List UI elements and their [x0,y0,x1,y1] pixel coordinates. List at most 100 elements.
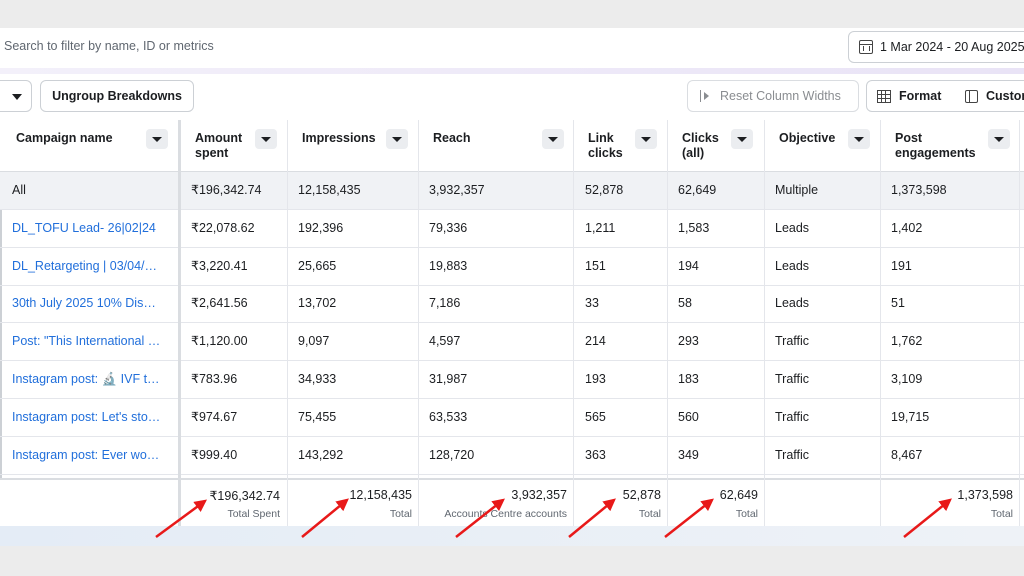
col-header-link-line1: Link [588,131,614,145]
campaign-name-cell[interactable]: 30th July 2025 10% Dis… [12,296,156,311]
link-clicks-cell: 363 [585,447,606,462]
column-divider[interactable] [573,120,574,526]
link-clicks-cell: 193 [585,372,606,386]
col-header-clicks-all[interactable]: Clicks (all) [682,120,719,172]
campaign-name-cell[interactable]: Instagram post: Ever wo… [12,447,160,462]
divider [0,68,1024,74]
col-header-amount-spent[interactable]: Amount spent [195,120,242,172]
table-row[interactable]: DL_Retargeting | 03/04/… ₹3,220.41 25,665 1… [0,248,1024,286]
campaign-name-cell[interactable]: DL_Retargeting | 03/04/… [12,258,158,273]
objective-cell: Multiple [775,183,819,197]
col-header-post-engagements[interactable]: Post engagements [895,120,976,172]
column-divider[interactable] [880,120,881,526]
col-header-impressions[interactable]: Impressions [302,131,376,145]
objective-cell: Leads [775,220,810,235]
total-impressions-value: 12,158,435 [349,488,412,502]
total-link-clicks-label: Total [638,508,661,520]
column-divider[interactable] [287,120,288,526]
search-input[interactable]: Search to filter by name, ID or metrics [4,39,214,53]
sort-caret-icon[interactable] [848,129,870,149]
table-row[interactable]: DL_TOFU Lead- 26|02|24 ₹22,078.62 192,396 7… [0,210,1024,248]
sort-caret-icon[interactable] [731,129,753,149]
impressions-cell: 25,665 [298,258,337,273]
total-reach-label: Accounts Centre accounts [444,508,567,520]
col-header-campaign-name[interactable]: Campaign name [16,131,113,145]
clicks-all-cell: 560 [678,409,699,424]
sort-caret-icon[interactable] [988,129,1010,149]
ungroup-breakdowns-button[interactable]: Ungroup Breakdowns [40,80,194,112]
impressions-cell: 143,292 [298,447,344,462]
table-row[interactable]: Post: "This International … ₹1,120.00 9,09… [0,323,1024,362]
table-header: Campaign name Amount spent Impressions R… [0,120,1024,172]
objective-cell: Leads [775,296,810,311]
date-range-button[interactable]: 1 Mar 2024 - 20 Aug 2025 [848,31,1024,63]
impressions-cell: 12,158,435 [298,183,361,197]
breakdown-dropdown-button[interactable] [0,80,32,112]
column-divider[interactable] [1019,120,1020,526]
objective-cell: Leads [775,258,810,273]
sort-caret-icon[interactable] [146,129,168,149]
total-impressions-label: Total [389,508,412,520]
top-band [0,0,1024,28]
col-header-amount-line2: spent [195,146,229,160]
totals-row: ₹196,342.74 Total Spent 12,158,435 Total… [0,478,1024,526]
col-header-clicks-line1: Clicks [682,131,719,145]
col-header-clicks-line2: (all) [682,146,705,160]
reach-cell: 128,720 [429,447,475,462]
impressions-cell: 34,933 [298,372,337,386]
reach-cell: 3,932,357 [429,183,485,197]
campaign-name-cell[interactable]: Post: "This International … [12,334,161,349]
campaign-name-cell[interactable]: Instagram post: 🔬 IVF t… [12,372,160,386]
customise-button[interactable]: Customise [955,80,1024,112]
col-header-reach[interactable]: Reach [433,131,471,145]
table-row[interactable]: 30th July 2025 10% Dis… ₹2,641.56 13,702 7,… [0,285,1024,324]
frozen-column-divider[interactable] [178,120,181,526]
format-label: Format [899,89,942,103]
table-row[interactable]: Instagram post: 🔬 IVF t… ₹783.96 34,933 31,… [0,361,1024,399]
col-header-post-line2: engagements [895,146,976,160]
sort-caret-icon[interactable] [386,129,408,149]
amount-spent-cell: ₹999.40 [191,447,238,462]
reach-cell: 79,336 [429,220,468,235]
sort-caret-icon[interactable] [255,129,277,149]
amount-spent-cell: ₹1,120.00 [191,334,248,349]
calendar-icon [859,40,873,54]
post-engagements-cell: 51 [891,296,905,311]
sort-caret-icon[interactable] [542,129,564,149]
col-header-objective[interactable]: Objective [779,131,836,145]
column-divider[interactable] [418,120,419,526]
total-link-clicks-value: 52,878 [622,488,661,502]
post-engagements-cell: 1,373,598 [891,183,947,197]
table-row[interactable]: Instagram post: Let's sto… ₹974.67 75,455 6… [0,399,1024,437]
post-engagements-cell: 8,467 [891,447,923,462]
column-divider[interactable] [667,120,668,526]
post-engagements-cell: 191 [891,258,912,273]
sort-caret-icon[interactable] [635,129,657,149]
table-row-all[interactable]: All ₹196,342.74 12,158,435 3,932,357 52,878 6… [0,172,1024,210]
link-clicks-cell: 151 [585,258,606,273]
table-row[interactable]: Instagram post: Ever wo… ₹999.40 143,292 12… [0,437,1024,475]
post-engagements-cell: 1,402 [891,220,923,235]
impressions-cell: 192,396 [298,220,344,235]
impressions-cell: 13,702 [298,296,337,311]
clicks-all-cell: 349 [678,447,699,462]
col-header-link-clicks[interactable]: Link clicks [588,120,623,172]
campaign-name-cell[interactable]: Instagram post: Let's sto… [12,409,161,424]
campaign-name-cell[interactable]: DL_TOFU Lead- 26|02|24 [12,220,156,235]
total-post-engagements-label: Total [990,508,1013,520]
customise-panel-icon [965,89,978,103]
clicks-all-cell: 194 [678,258,699,273]
format-button[interactable]: Format [866,80,956,112]
col-header-link-line2: clicks [588,146,623,160]
post-engagements-cell: 1,762 [891,334,923,349]
post-engagements-cell: 19,715 [891,409,930,424]
col-header-amount-line1: Amount [195,131,243,145]
reset-column-widths-button[interactable]: Reset Column Widths [687,80,859,112]
link-clicks-cell: 1,211 [585,220,616,235]
column-divider[interactable] [764,120,765,526]
format-grid-icon [877,89,891,103]
amount-spent-cell: ₹3,220.41 [191,258,248,273]
reset-column-widths-label: Reset Column Widths [720,89,841,103]
total-post-engagements-value: 1,373,598 [957,488,1013,502]
total-amount-value: ₹196,342.74 [209,489,280,503]
